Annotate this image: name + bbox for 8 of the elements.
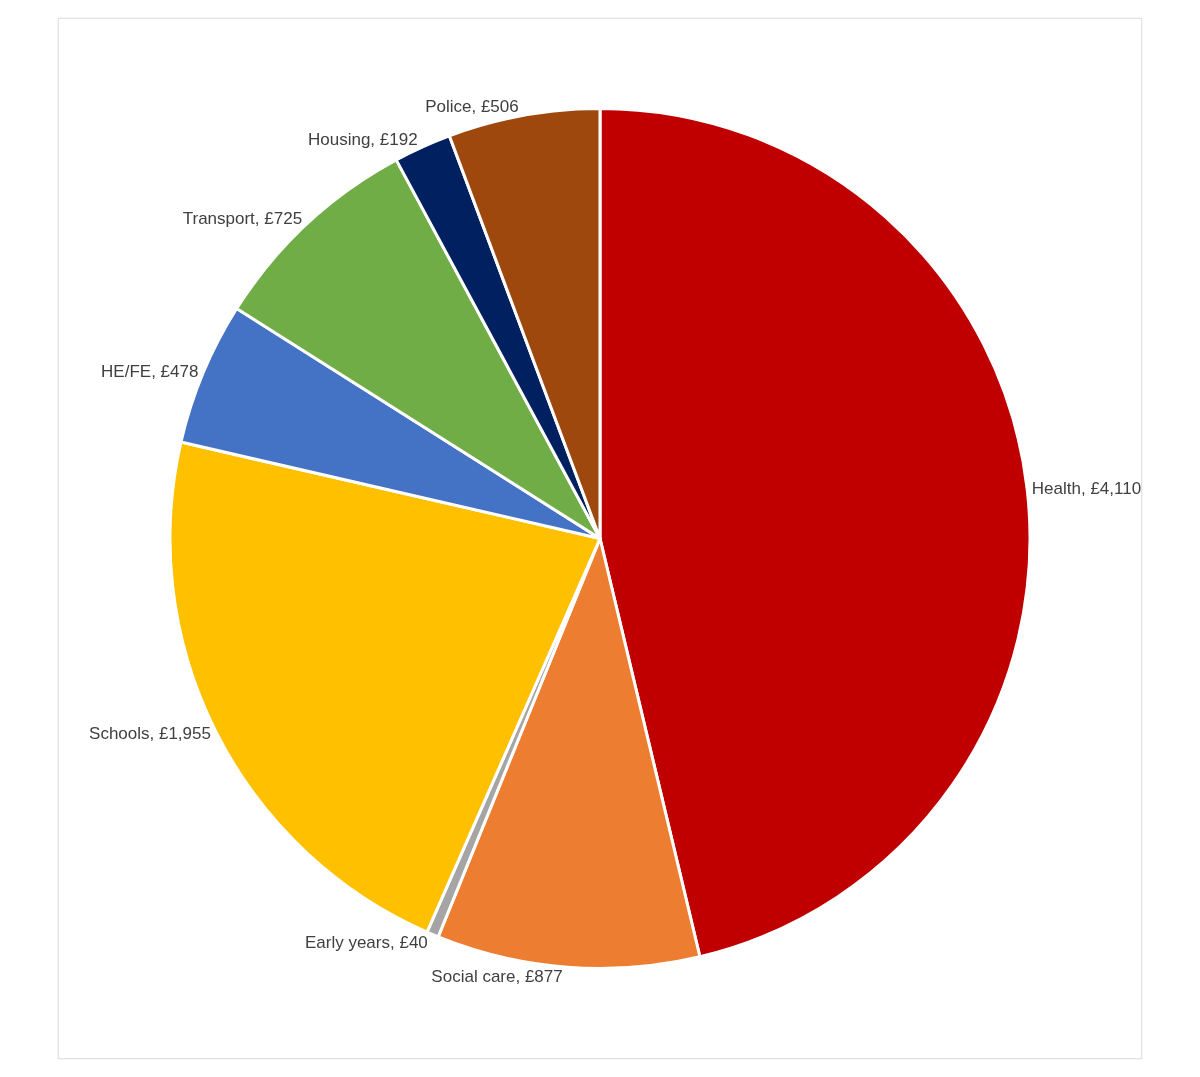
slice-label: Schools, £1,955 bbox=[89, 723, 211, 743]
slice-label: HE/FE, £478 bbox=[101, 362, 199, 382]
slice-label: Housing, £192 bbox=[307, 129, 418, 149]
slice-label: Early years, £40 bbox=[304, 933, 428, 953]
slice-label: Police, £506 bbox=[425, 96, 519, 116]
slice-label: Social care, £877 bbox=[431, 967, 563, 987]
slice-label: Health, £4,110 bbox=[1031, 478, 1142, 498]
slice-label: Transport, £725 bbox=[182, 209, 303, 229]
